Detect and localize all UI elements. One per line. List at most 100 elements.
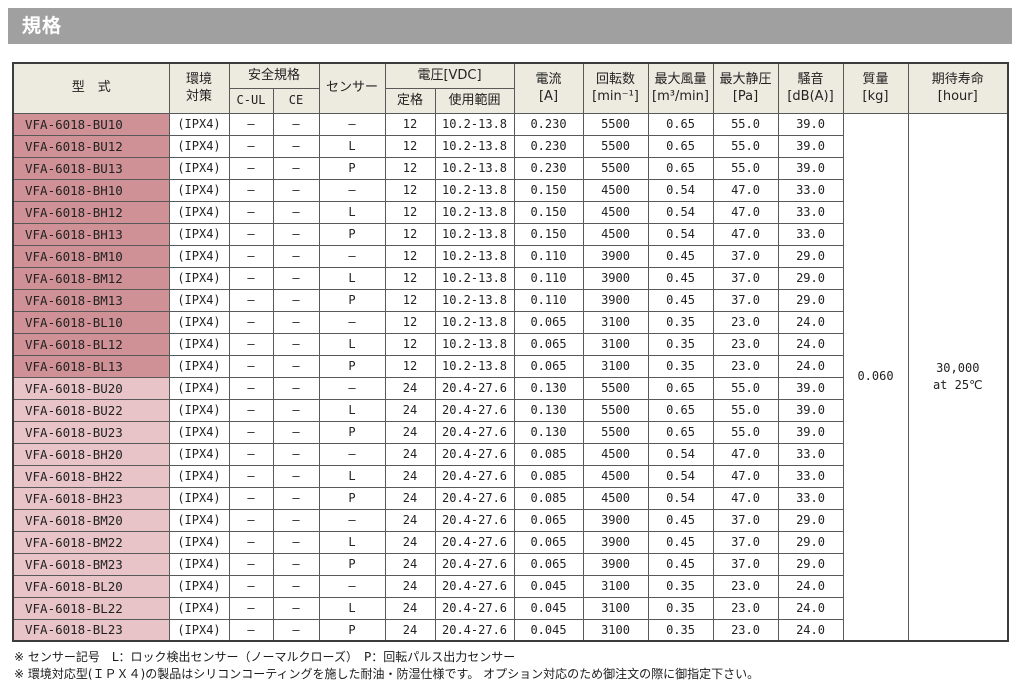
cell-sensor: L: [318, 596, 386, 620]
cell-env: (IPX4): [168, 178, 230, 202]
cell-ce: –: [272, 332, 320, 356]
cell-noise: 33.0: [777, 222, 844, 246]
cell-rated: 24: [384, 442, 436, 466]
cell-pressure: 47.0: [712, 222, 779, 246]
cell-range: 20.4-27.6: [434, 376, 515, 400]
cell-noise: 39.0: [777, 398, 844, 422]
cell-c-ul: –: [228, 420, 274, 444]
cell-noise: 39.0: [777, 156, 844, 180]
spec-table: 型 式 環境 対策 安全規格 センサー 電圧[VDC] 電流 [A] 回転数 […: [12, 62, 1010, 642]
cell-range: 10.2-13.8: [434, 200, 515, 224]
cell-c-ul: –: [228, 244, 274, 268]
table-row: VFA-6018-BL10 (IPX4) – – –12 10.2-13.8 0.065 31…: [12, 310, 1008, 334]
cell-model: VFA-6018-BL23: [12, 618, 170, 642]
table-row: VFA-6018-BU12 (IPX4) – – L 12 10.2-13.8 0.230 55…: [12, 134, 1008, 158]
table-row: VFA-6018-BM12 (IPX4) – – L 12 10.2-13.8 0.110 39…: [12, 266, 1008, 290]
cell-current: 0.130: [513, 398, 584, 422]
cell-speed: 3100: [582, 574, 649, 598]
cell-speed: 4500: [582, 222, 649, 246]
cell-sensor: P: [318, 222, 386, 246]
cell-range: 10.2-13.8: [434, 178, 515, 202]
table-row: VFA-6018-BH23 (IPX4) – – P 24 20.4-27.6 0.085 45…: [12, 486, 1008, 510]
cell-c-ul: –: [228, 376, 274, 400]
cell-airflow: 0.65: [647, 398, 714, 422]
cell-c-ul: –: [228, 288, 274, 312]
cell-c-ul: –: [228, 530, 274, 554]
cell-pressure: 55.0: [712, 156, 779, 180]
cell-current: 0.130: [513, 420, 584, 444]
cell-pressure: 47.0: [712, 464, 779, 488]
cell-current: 0.085: [513, 486, 584, 510]
cell-speed: 3100: [582, 332, 649, 356]
cell-rated: 24: [384, 596, 436, 620]
cell-range: 20.4-27.6: [434, 530, 515, 554]
cell-sensor: –: [318, 112, 386, 136]
table-row: VFA-6018-BM13 (IPX4) – – P 12 10.2-13.8 0.110 39…: [12, 288, 1008, 312]
cell-model: VFA-6018-BH12: [12, 200, 170, 224]
cell-current: 0.065: [513, 552, 584, 576]
cell-model: VFA-6018-BH22: [12, 464, 170, 488]
cell-pressure: 23.0: [712, 618, 779, 642]
cell-noise: 33.0: [777, 200, 844, 224]
footnote-sensor: ※ センサー記号 L：ロック検出センサー（ノーマルクローズ） P：回転パルス出力…: [14, 650, 516, 664]
cell-c-ul: –: [228, 464, 274, 488]
cell-current: 0.150: [513, 178, 584, 202]
cell-airflow: 0.35: [647, 596, 714, 620]
cell-env: (IPX4): [168, 310, 230, 334]
cell-ce: –: [272, 530, 320, 554]
cell-model: VFA-6018-BU12: [12, 134, 170, 158]
cell-noise: 33.0: [777, 486, 844, 510]
cell-sensor: –: [318, 574, 386, 598]
cell-range: 20.4-27.6: [434, 398, 515, 422]
cell-current: 0.065: [513, 332, 584, 356]
cell-sensor: P: [318, 156, 386, 180]
cell-airflow: 0.45: [647, 530, 714, 554]
cell-current: 0.230: [513, 156, 584, 180]
cell-model: VFA-6018-BM12: [12, 266, 170, 290]
cell-env: (IPX4): [168, 332, 230, 356]
cell-current: 0.065: [513, 310, 584, 334]
cell-speed: 3100: [582, 310, 649, 334]
cell-c-ul: –: [228, 596, 274, 620]
cell-rated: 12: [384, 134, 436, 158]
section-title-bar: 規格: [8, 8, 1012, 44]
cell-env: (IPX4): [168, 200, 230, 224]
cell-ce: –: [272, 508, 320, 532]
cell-range: 20.4-27.6: [434, 596, 515, 620]
cell-c-ul: –: [228, 112, 274, 136]
cell-rated: 12: [384, 288, 436, 312]
cell-model: VFA-6018-BM22: [12, 530, 170, 554]
cell-model: VFA-6018-BL20: [12, 574, 170, 598]
col-header-airflow: 最大風量 [m³/min]: [647, 62, 714, 114]
cell-rated: 24: [384, 464, 436, 488]
table-row: VFA-6018-BU20 (IPX4) – – –24 20.4-27.6 0.130 55…: [12, 376, 1008, 400]
spec-table-body: VFA-6018-BU10 (IPX4) – – –12 10.2-13.8 0.230 55…: [12, 112, 1009, 642]
cell-noise: 24.0: [777, 354, 844, 378]
table-row: VFA-6018-BU23 (IPX4) – – P 24 20.4-27.6 0.130 55…: [12, 420, 1008, 444]
cell-ce: –: [272, 244, 320, 268]
cell-sensor: –: [318, 442, 386, 466]
cell-noise: 29.0: [777, 552, 844, 576]
cell-current: 0.150: [513, 222, 584, 246]
col-header-env: 環境 対策: [168, 62, 230, 114]
cell-rated: 12: [384, 354, 436, 378]
cell-sensor: P: [318, 552, 386, 576]
cell-sensor: L: [318, 530, 386, 554]
table-row: VFA-6018-BH12 (IPX4) – – L 12 10.2-13.8 0.150 45…: [12, 200, 1008, 224]
cell-range: 10.2-13.8: [434, 156, 515, 180]
cell-ce: –: [272, 486, 320, 510]
cell-pressure: 37.0: [712, 266, 779, 290]
cell-speed: 4500: [582, 200, 649, 224]
cell-range: 20.4-27.6: [434, 442, 515, 466]
cell-model: VFA-6018-BL12: [12, 332, 170, 356]
cell-c-ul: –: [228, 574, 274, 598]
cell-model: VFA-6018-BH23: [12, 486, 170, 510]
cell-pressure: 37.0: [712, 288, 779, 312]
cell-ce: –: [272, 200, 320, 224]
cell-speed: 4500: [582, 486, 649, 510]
cell-pressure: 55.0: [712, 398, 779, 422]
cell-sensor: –: [318, 244, 386, 268]
cell-c-ul: –: [228, 354, 274, 378]
cell-airflow: 0.65: [647, 420, 714, 444]
